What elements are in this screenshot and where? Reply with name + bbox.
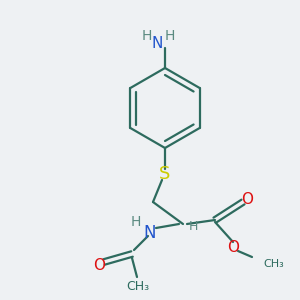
Text: O: O [227,241,239,256]
Text: H: H [165,29,175,43]
Text: H: H [142,29,152,43]
Text: CH₃: CH₃ [263,259,284,269]
Text: N: N [144,224,156,242]
Text: H: H [131,215,141,229]
Text: O: O [93,257,105,272]
Text: CH₃: CH₃ [126,280,150,292]
Text: O: O [241,191,253,206]
Text: H: H [188,220,198,232]
Text: N: N [151,37,163,52]
Text: S: S [159,165,171,183]
